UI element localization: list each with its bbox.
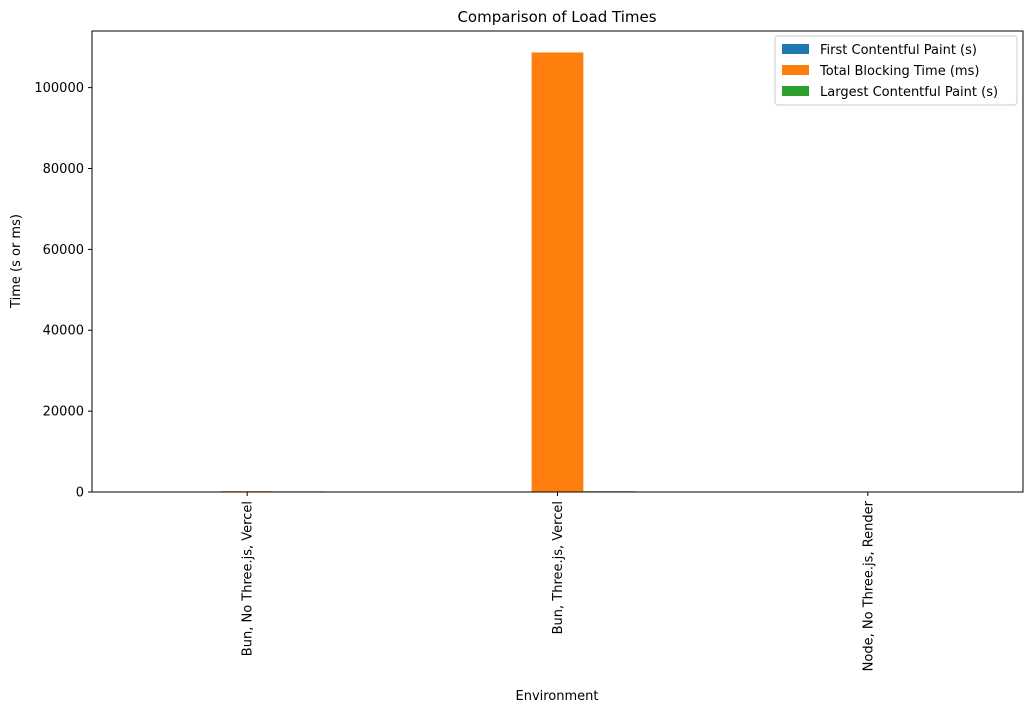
y-axis-label: Time (s or ms) — [9, 214, 24, 309]
x-tick-label: Bun, No Three.js, Vercel — [241, 501, 256, 656]
bar-2-2 — [531, 52, 584, 492]
legend-box — [774, 35, 1018, 106]
x-axis-label: Environment — [515, 689, 598, 704]
y-tick-label: 40000 — [43, 324, 84, 339]
y-tick-label: 0 — [76, 486, 84, 501]
x-axis: Bun, No Three.js, Vercel Bun, Three.js, V… — [241, 492, 876, 671]
y-tick-label: 60000 — [43, 243, 84, 258]
y-tick-label: 20000 — [43, 405, 84, 420]
y-axis: 0 20000 40000 60000 80000 100000 — [34, 81, 92, 501]
x-tick-label: Bun, Three.js, Vercel — [551, 501, 566, 634]
legend-label: First Contentful Paint (s) — [820, 43, 977, 58]
legend-label: Largest Contentful Paint (s) — [820, 85, 998, 100]
legend: First Contentful Paint (s) Total Blocking… — [774, 35, 1018, 106]
y-tick-label: 100000 — [34, 81, 84, 96]
y-tick-label: 80000 — [43, 162, 84, 177]
bars-layer — [169, 52, 946, 492]
chart-title: Comparison of Load Times — [457, 8, 656, 26]
legend-swatch — [782, 86, 809, 96]
legend-swatch — [782, 44, 809, 54]
legend-swatch — [782, 65, 809, 75]
legend-label: Total Blocking Time (ms) — [819, 64, 979, 79]
x-tick-label: Node, No Three.js, Render — [861, 500, 876, 671]
